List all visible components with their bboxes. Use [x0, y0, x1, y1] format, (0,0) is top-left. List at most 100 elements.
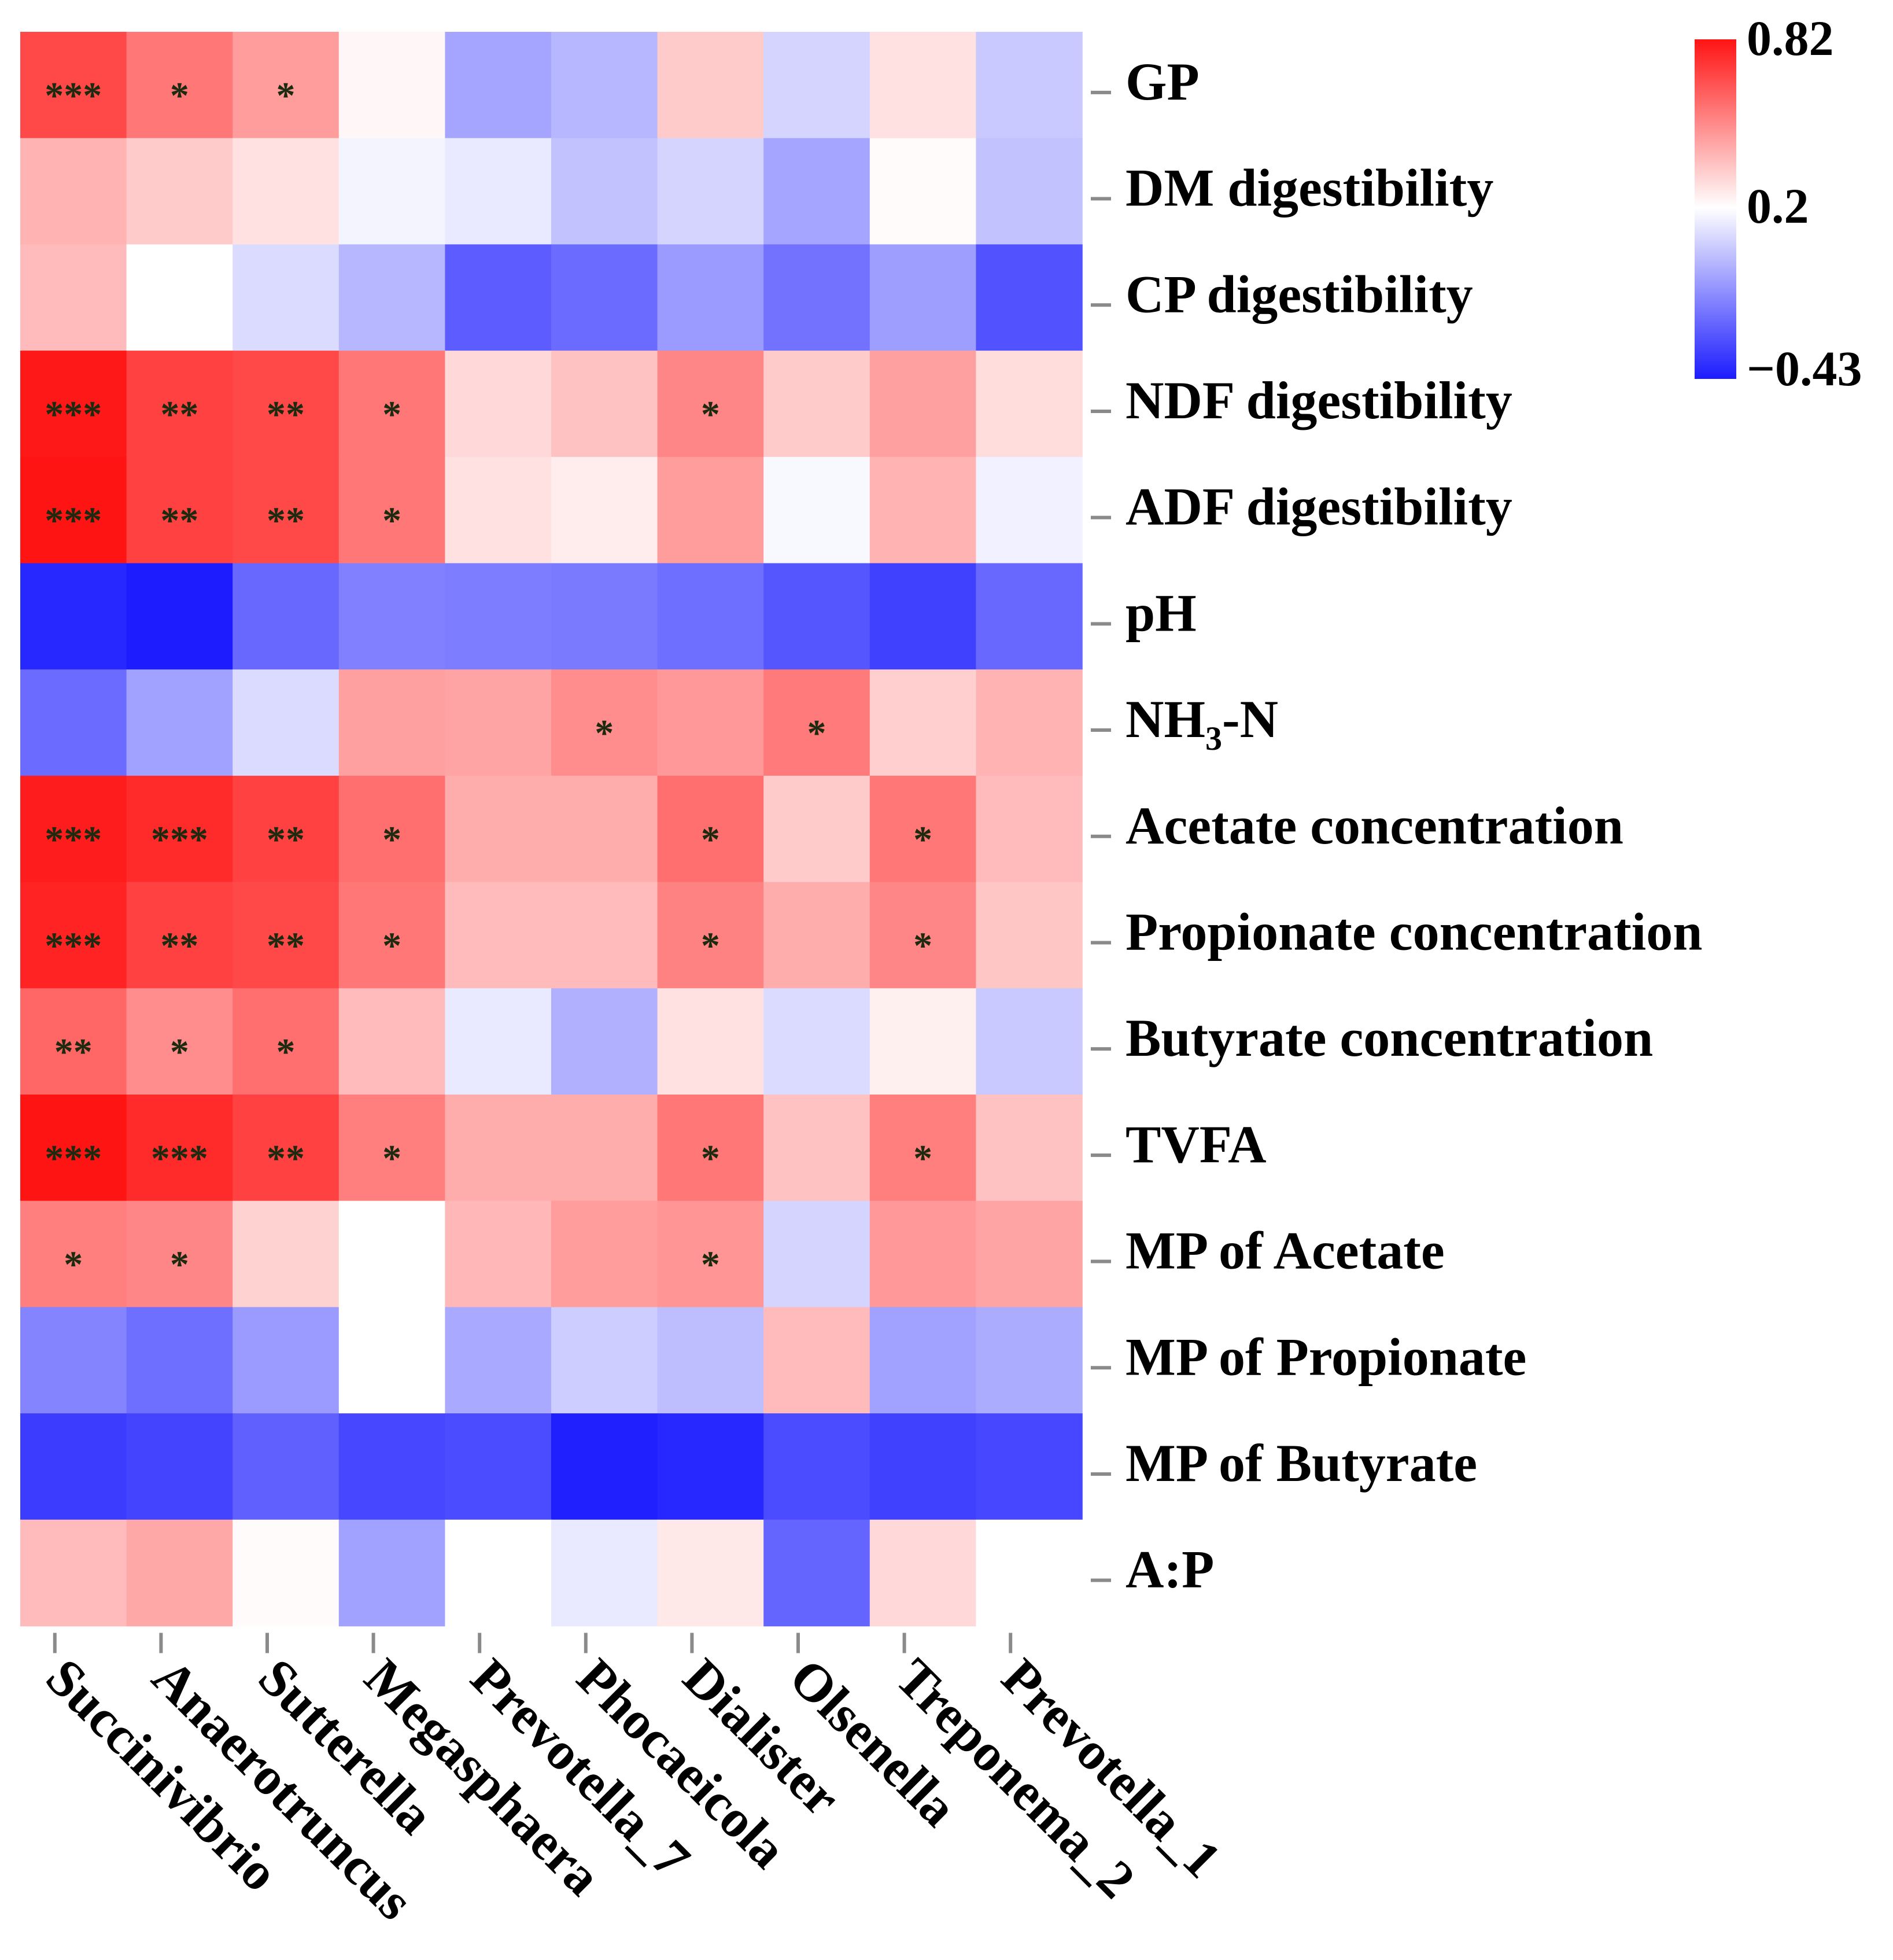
- significance-mark: *: [701, 1137, 720, 1180]
- heatmap-cell: [551, 1413, 658, 1520]
- heatmap-cell: [976, 669, 1083, 776]
- heatmap-cell: [126, 669, 233, 776]
- heatmap-cell: [20, 1200, 127, 1308]
- heatmap-cell: [233, 1200, 340, 1308]
- heatmap-cell: [763, 244, 870, 351]
- heatmap-cell: [657, 456, 764, 564]
- heatmap-cell: [763, 1307, 870, 1414]
- heatmap-cells: [20, 32, 1083, 1627]
- heatmap-cell: [233, 1519, 340, 1627]
- heatmap-cell: [20, 1095, 127, 1202]
- heatmap-cell: [976, 244, 1083, 351]
- heatmap-cell: [233, 138, 340, 245]
- heatmap-cell: [233, 456, 340, 564]
- significance-mark: **: [160, 924, 198, 967]
- heatmap-cell: [445, 1200, 552, 1308]
- heatmap-cell: [445, 1095, 552, 1202]
- heatmap-cell: [126, 351, 233, 458]
- heatmap-cell: [233, 669, 340, 776]
- heatmap-cell: [763, 138, 870, 245]
- heatmap-cell: [551, 244, 658, 351]
- heatmap-cell: [338, 669, 446, 776]
- heatmap-cell: [233, 351, 340, 458]
- heatmap-cell: [763, 563, 870, 670]
- significance-mark: **: [267, 819, 305, 861]
- row-ticks: [1091, 90, 1111, 1582]
- heatmap-cell: [976, 351, 1083, 458]
- significance-mark: *: [807, 712, 826, 754]
- significance-mark: ***: [45, 924, 102, 967]
- heatmap-cell: [233, 988, 340, 1095]
- heatmap-cell: [869, 244, 977, 351]
- colorbar-min-label: −0.43: [1747, 341, 1862, 396]
- heatmap-cell: [233, 882, 340, 989]
- heatmap-cell: [551, 456, 658, 564]
- row-label: Butyrate concentration: [1126, 1008, 1653, 1067]
- heatmap-cell: [20, 456, 127, 564]
- significance-marks: *** * **** ** ** * **** ** ** ** **** *** ** * * **** **…: [45, 75, 932, 1286]
- heatmap-cell: [20, 882, 127, 989]
- heatmap-cell: [551, 351, 658, 458]
- heatmap-cell: [20, 775, 127, 883]
- row-label: Propionate concentration: [1126, 902, 1702, 961]
- significance-mark: ***: [45, 500, 102, 542]
- heatmap-cell: [445, 563, 552, 670]
- heatmap-cell: [445, 32, 552, 139]
- heatmap-cell: [233, 563, 340, 670]
- heatmap-cell: [126, 775, 233, 883]
- significance-mark: *: [64, 1244, 83, 1286]
- heatmap-cell: [338, 456, 446, 564]
- heatmap-cell: [869, 1095, 977, 1202]
- heatmap-cell: [976, 1307, 1083, 1414]
- heatmap-cell: [763, 1200, 870, 1308]
- significance-mark: ***: [45, 393, 102, 436]
- heatmap-cell: [976, 456, 1083, 564]
- heatmap-cell: [233, 32, 340, 139]
- heatmap-cell: [976, 1200, 1083, 1308]
- heatmap-cell: [976, 775, 1083, 883]
- heatmap-cell: [869, 138, 977, 245]
- heatmap-cell: [551, 563, 658, 670]
- significance-mark: ***: [45, 75, 102, 117]
- heatmap-cell: [869, 1307, 977, 1414]
- significance-mark: ***: [151, 819, 208, 861]
- heatmap-cell: [551, 1307, 658, 1414]
- heatmap-cell: [20, 1307, 127, 1414]
- heatmap-cell: [976, 988, 1083, 1095]
- significance-mark: *: [595, 712, 614, 754]
- heatmap-cell: [20, 244, 127, 351]
- heatmap-cell: [445, 1413, 552, 1520]
- row-label: DM digestibility: [1126, 159, 1493, 218]
- heatmap-cell: [763, 456, 870, 564]
- heatmap-cell: [20, 1519, 127, 1627]
- significance-mark: ***: [151, 1137, 208, 1180]
- heatmap-cell: [551, 775, 658, 883]
- significance-mark: **: [160, 393, 198, 436]
- heatmap-cell: [657, 882, 764, 989]
- significance-mark: *: [276, 1031, 296, 1073]
- heatmap-cell: [551, 882, 658, 989]
- heatmap-cell: [657, 138, 764, 245]
- significance-mark: **: [267, 924, 305, 967]
- significance-mark: *: [170, 75, 189, 117]
- heatmap-cell: [233, 1095, 340, 1202]
- heatmap-cell: [869, 32, 977, 139]
- colorbar-max-label: 0.82: [1747, 10, 1834, 66]
- heatmap-cell: [126, 1307, 233, 1414]
- significance-mark: *: [913, 819, 932, 861]
- heatmap-cell: [869, 669, 977, 776]
- heatmap-cell: [20, 988, 127, 1095]
- significance-mark: **: [160, 500, 198, 542]
- significance-mark: *: [382, 500, 401, 542]
- heatmap-cell: [869, 351, 977, 458]
- heatmap-cell: [657, 1307, 764, 1414]
- heatmap-cell: [338, 1200, 446, 1308]
- significance-mark: *: [276, 75, 296, 117]
- row-label: GP: [1126, 52, 1200, 111]
- heatmap-cell: [976, 138, 1083, 245]
- heatmap-cell: [126, 1519, 233, 1627]
- heatmap-cell: [869, 775, 977, 883]
- heatmap-cell: [338, 1307, 446, 1414]
- heatmap-cell: [763, 351, 870, 458]
- heatmap-cell: [657, 1200, 764, 1308]
